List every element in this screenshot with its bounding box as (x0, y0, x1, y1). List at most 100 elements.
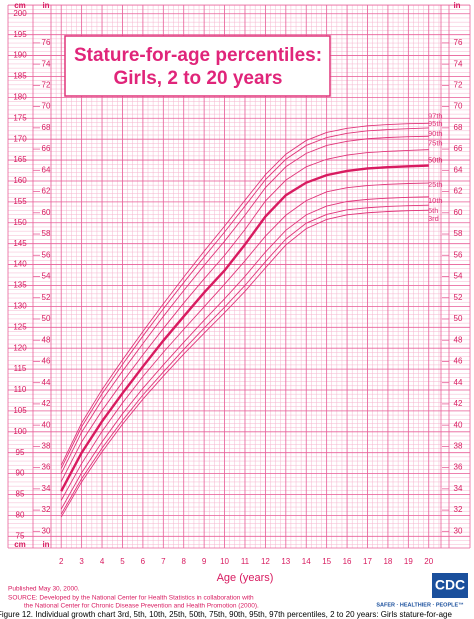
y2-tick-label: 70 (42, 102, 51, 111)
y2-tick-label: 36 (454, 463, 463, 472)
y-tick-label: 110 (14, 385, 27, 394)
y2-tick-label: 40 (454, 420, 463, 429)
y-tick-label: 80 (16, 511, 25, 520)
y2-tick-label: 60 (42, 208, 51, 217)
legend-label: 50th (428, 156, 443, 165)
percentile-line (60, 196, 429, 510)
y-tick-label: 95 (16, 448, 25, 457)
y2-tick-label: 34 (454, 484, 463, 493)
y2-tick-label: 32 (42, 505, 51, 514)
x-tick-label: 20 (424, 557, 433, 566)
x-tick-label: 13 (281, 557, 290, 566)
y2-tick-label: 46 (42, 357, 51, 366)
y2-tick-label: 56 (454, 250, 463, 259)
y2-tick-label: 60 (454, 208, 463, 217)
x-axis-label: Age (years) (217, 572, 274, 584)
y-unit: cm (14, 1, 26, 10)
y2-tick-label: 64 (42, 165, 51, 174)
marks: 7580859095100105110115120125130135140145… (13, 9, 463, 566)
legend-label: 25th (428, 180, 443, 189)
y-unit: cm (14, 540, 26, 549)
y-tick-label: 145 (13, 239, 27, 248)
x-tick-label: 7 (161, 557, 166, 566)
y2-tick-label: 30 (454, 526, 463, 535)
y-tick-label: 170 (13, 134, 27, 143)
legend-label: 10th (428, 196, 443, 205)
y2-tick-label: 50 (454, 314, 463, 323)
y-tick-label: 165 (13, 155, 27, 164)
y2-tick-label: 76 (42, 38, 51, 47)
x-tick-label: 10 (220, 557, 229, 566)
y-tick-label: 90 (16, 469, 25, 478)
x-tick-label: 17 (363, 557, 372, 566)
logo-box (432, 573, 468, 598)
y-tick-label: 150 (13, 218, 27, 227)
y-tick-label: 140 (13, 260, 27, 269)
y2-tick-label: 72 (42, 80, 51, 89)
y2-tick-label: 38 (42, 441, 51, 450)
x-tick-label: 6 (141, 557, 146, 566)
x-tick-label: 14 (302, 557, 311, 566)
y2-tick-label: 72 (454, 80, 463, 89)
y2-tick-label: 42 (42, 399, 51, 408)
y2-tick-label: 46 (454, 357, 463, 366)
y2-tick-label: 58 (454, 229, 463, 238)
y-tick-label: 100 (13, 427, 27, 436)
y2-tick-label: 68 (454, 123, 463, 132)
y-tick-label: 115 (14, 364, 27, 373)
logo: CDC (435, 577, 465, 593)
y-tick-label: 125 (13, 322, 27, 331)
percentile-line (60, 127, 429, 469)
y2-tick-label: 70 (454, 102, 463, 111)
percentile-line (60, 209, 429, 518)
y2-tick-label: 58 (42, 229, 51, 238)
caption: Figure 12. Individual growth chart 3rd, … (0, 610, 452, 619)
y2-tick-label: 54 (454, 272, 463, 281)
legend-label: 3rd (428, 214, 439, 223)
y2-tick-label: 74 (454, 59, 463, 68)
y-tick-label: 200 (13, 9, 27, 18)
legend-label: 90th (428, 129, 443, 138)
source: SOURCE: Developed by the National Center… (8, 595, 254, 602)
y2-tick-label: 62 (454, 187, 463, 196)
y-tick-label: 180 (13, 92, 27, 101)
legend-label: 75th (428, 139, 443, 148)
x-tick-label: 11 (241, 557, 250, 566)
x-tick-label: 18 (383, 557, 392, 566)
y-tick-label: 135 (13, 281, 27, 290)
x-tick-label: 4 (100, 557, 105, 566)
x-tick-label: 5 (120, 557, 125, 566)
chart-subtitle: Girls, 2 to 20 years (114, 68, 283, 89)
percentile-line (60, 149, 429, 482)
y-tick-label: 130 (13, 301, 27, 310)
y2-tick-label: 48 (42, 335, 51, 344)
percentile-line (60, 204, 429, 515)
y2-tick-label: 74 (42, 59, 51, 68)
title-box (64, 35, 331, 97)
percentile-line (60, 164, 429, 492)
y-tick-label: 185 (13, 72, 27, 81)
y2-tick-label: 56 (42, 250, 51, 259)
x-tick-label: 12 (261, 557, 270, 566)
y-tick-label: 195 (13, 30, 27, 39)
y2-unit: in (42, 540, 49, 549)
y2-tick-label: 54 (42, 272, 51, 281)
legend-label: 95th (428, 119, 443, 128)
y2-tick-label: 36 (42, 463, 51, 472)
percentile-line (60, 182, 429, 501)
x-tick-label: 9 (202, 557, 207, 566)
x-tick-label: 19 (404, 557, 413, 566)
y2-tick-label: 62 (42, 187, 51, 196)
y2-tick-label: 40 (42, 420, 51, 429)
y-tick-label: 75 (16, 531, 25, 540)
logo-tagline: SAFER · HEALTHIER · PEOPLE™ (376, 602, 463, 608)
y2-tick-label: 52 (42, 293, 51, 302)
y2-tick-label: 64 (454, 165, 463, 174)
chart-title: Stature-for-age percentiles: (74, 45, 322, 66)
percentile-line (60, 135, 429, 474)
published: Published May 30, 2000. (8, 586, 80, 593)
y2-tick-label: 66 (42, 144, 51, 153)
x-tick-label: 3 (79, 557, 84, 566)
